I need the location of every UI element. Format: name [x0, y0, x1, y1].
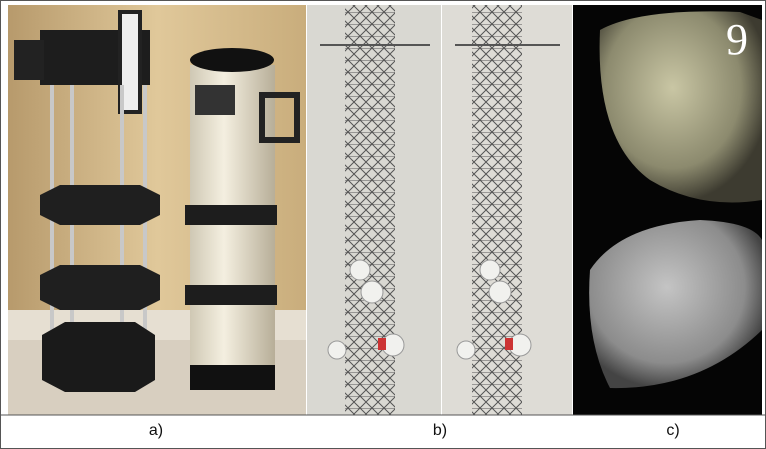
panel-b-photo [307, 5, 572, 415]
panel-label: a) [149, 422, 163, 439]
panel-a-photo [8, 5, 306, 415]
panel-label: b) [433, 422, 447, 439]
overlay-number: 9 [726, 15, 748, 64]
figure: 9 a) b) c) [0, 0, 766, 449]
panel-label: c) [666, 422, 679, 439]
figure-canvas: 9 a) b) c) [0, 0, 766, 449]
panel-c-photo: 9 [573, 5, 762, 415]
